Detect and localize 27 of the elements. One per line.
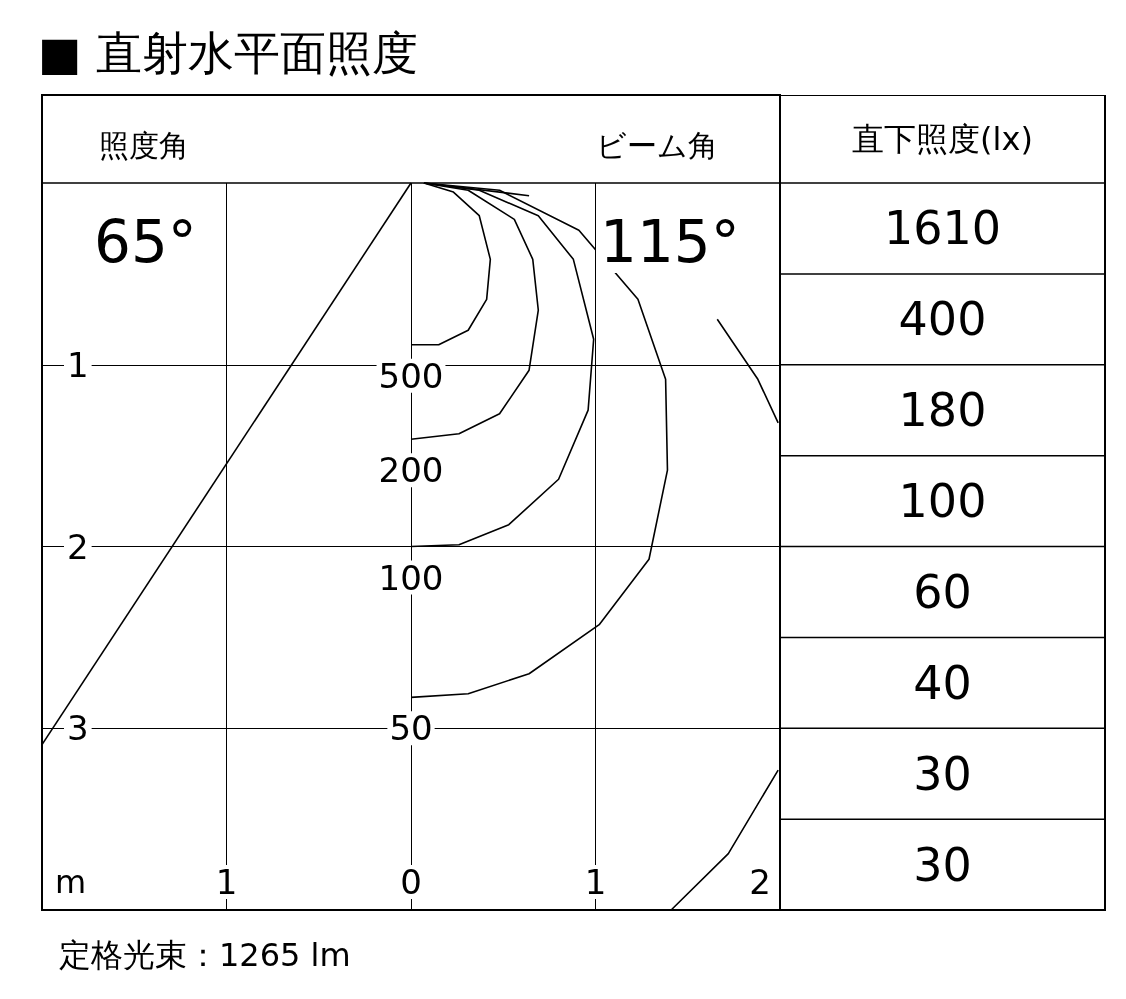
text: 直下照度(lx) — [852, 120, 1033, 158]
series-label: 100 — [378, 557, 444, 598]
text: ビーム角 — [596, 127, 718, 163]
x-tick-label: 1 — [584, 862, 607, 902]
x-tick-label: 1 — [215, 862, 238, 902]
text: 定格光束：1265 lm — [59, 936, 351, 974]
text: 60 — [913, 564, 972, 619]
x-axis-title: m — [55, 863, 87, 901]
annotation: 115° — [600, 208, 740, 276]
text: 1610 — [883, 201, 1002, 256]
text: 400 — [898, 292, 987, 347]
text: 30 — [913, 746, 972, 801]
text: 照度角 — [99, 127, 189, 163]
y-tick-label: 2 — [67, 526, 89, 567]
text: 30 — [913, 837, 972, 892]
chart-title: ■ 直射水平面照度 — [38, 26, 419, 80]
annotation: 65° — [94, 208, 197, 276]
text: 180 — [898, 383, 987, 438]
series-label: 200 — [378, 450, 444, 491]
y-tick-label: 3 — [67, 708, 89, 749]
x-tick-label: 2 — [749, 862, 771, 902]
x-tick-label: 0 — [400, 862, 422, 902]
series-label: 50 — [389, 708, 433, 749]
text: 40 — [913, 655, 972, 710]
y-tick-label: 1 — [67, 344, 89, 385]
series-label: 500 — [378, 355, 444, 396]
text: 100 — [898, 474, 987, 529]
